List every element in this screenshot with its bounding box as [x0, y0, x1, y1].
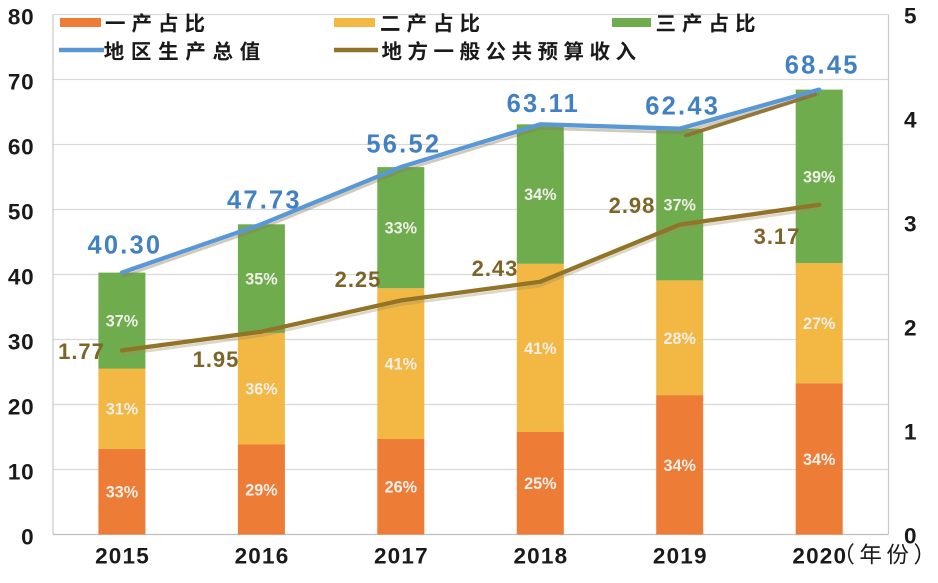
svg-text:30: 30: [8, 330, 35, 355]
svg-text:1.77: 1.77: [58, 339, 105, 364]
svg-text:36%: 36%: [245, 381, 277, 399]
svg-text:63.11: 63.11: [507, 90, 580, 118]
svg-text:2017: 2017: [374, 544, 429, 569]
svg-text:80: 80: [8, 5, 35, 30]
svg-text:1.95: 1.95: [193, 347, 240, 372]
svg-text:60: 60: [8, 135, 35, 160]
svg-text:0: 0: [21, 525, 34, 550]
svg-text:26%: 26%: [385, 479, 417, 497]
svg-text:25%: 25%: [524, 475, 556, 493]
svg-text:56.52: 56.52: [366, 130, 441, 158]
svg-text:33%: 33%: [385, 220, 417, 238]
svg-text:34%: 34%: [663, 457, 695, 475]
svg-text:29%: 29%: [245, 482, 277, 500]
svg-text:47.73: 47.73: [227, 186, 302, 214]
svg-text:37%: 37%: [663, 197, 695, 215]
svg-text:10: 10: [8, 460, 35, 485]
svg-text:1: 1: [904, 420, 917, 445]
svg-text:39%: 39%: [803, 168, 835, 186]
svg-text:37%: 37%: [106, 313, 138, 331]
svg-text:2.98: 2.98: [609, 193, 656, 218]
svg-text:28%: 28%: [663, 330, 695, 348]
svg-text:27%: 27%: [803, 315, 835, 333]
svg-text:0: 0: [904, 524, 917, 549]
svg-text:3.17: 3.17: [754, 224, 801, 249]
svg-text:41%: 41%: [524, 340, 556, 358]
svg-text:31%: 31%: [106, 401, 138, 419]
svg-text:34%: 34%: [803, 451, 835, 469]
svg-text:40: 40: [8, 265, 35, 290]
svg-text:20: 20: [8, 395, 35, 420]
svg-text:34%: 34%: [524, 186, 556, 204]
svg-text:33%: 33%: [106, 484, 138, 502]
svg-text:68.45: 68.45: [785, 51, 860, 79]
svg-text:50: 50: [8, 200, 35, 225]
svg-text:40.30: 40.30: [87, 231, 162, 259]
svg-text:62.43: 62.43: [645, 92, 720, 120]
svg-text:2.43: 2.43: [472, 256, 519, 281]
svg-text:70: 70: [8, 70, 35, 95]
svg-text:5: 5: [904, 4, 917, 29]
svg-text:2.25: 2.25: [335, 267, 382, 292]
svg-text:2: 2: [904, 316, 917, 341]
svg-text:2018: 2018: [513, 544, 568, 569]
svg-text:2019: 2019: [653, 544, 708, 569]
svg-text:3: 3: [904, 212, 917, 237]
svg-text:4: 4: [904, 108, 917, 133]
svg-text:2016: 2016: [235, 544, 290, 569]
svg-text:2020: 2020: [792, 544, 847, 569]
svg-text:35%: 35%: [245, 271, 277, 289]
svg-text:2015: 2015: [95, 544, 150, 569]
svg-text:41%: 41%: [385, 356, 417, 374]
